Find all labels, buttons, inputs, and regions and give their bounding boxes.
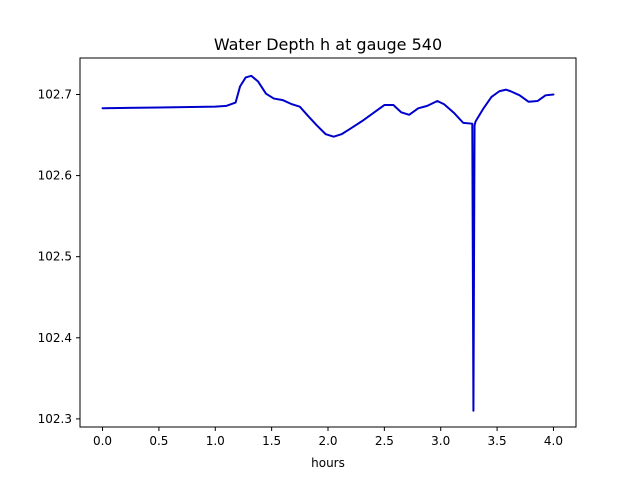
x-tick-label: 1.5 (262, 434, 281, 448)
y-tick-label: 102.5 (38, 250, 72, 264)
series-line-0 (101, 74, 555, 412)
y-tick-label: 102.4 (38, 331, 72, 345)
x-tick-label: 0.0 (93, 434, 112, 448)
y-tick-label: 102.7 (38, 87, 72, 101)
x-tick-label: 3.5 (488, 434, 507, 448)
plot-frame (79, 57, 577, 428)
x-tick-label: 2.0 (318, 434, 337, 448)
x-axis: 0.0 0.5 1.0 1.5 2.0 2.5 3.0 3.5 4.0 (93, 427, 563, 448)
x-tick-label: 2.5 (375, 434, 394, 448)
x-axis-label: hours (311, 456, 345, 470)
x-tick-label: 1.0 (206, 434, 225, 448)
x-tick-label: 4.0 (544, 434, 563, 448)
x-tick-label: 0.5 (149, 434, 168, 448)
chart-title: Water Depth h at gauge 540 (214, 35, 442, 54)
y-tick-label: 102.6 (38, 169, 72, 183)
plot-area (101, 74, 555, 412)
y-tick-label: 102.3 (38, 412, 72, 426)
x-tick-label: 3.0 (431, 434, 450, 448)
y-axis: 102.3 102.4 102.5 102.6 102.7 (38, 87, 80, 426)
